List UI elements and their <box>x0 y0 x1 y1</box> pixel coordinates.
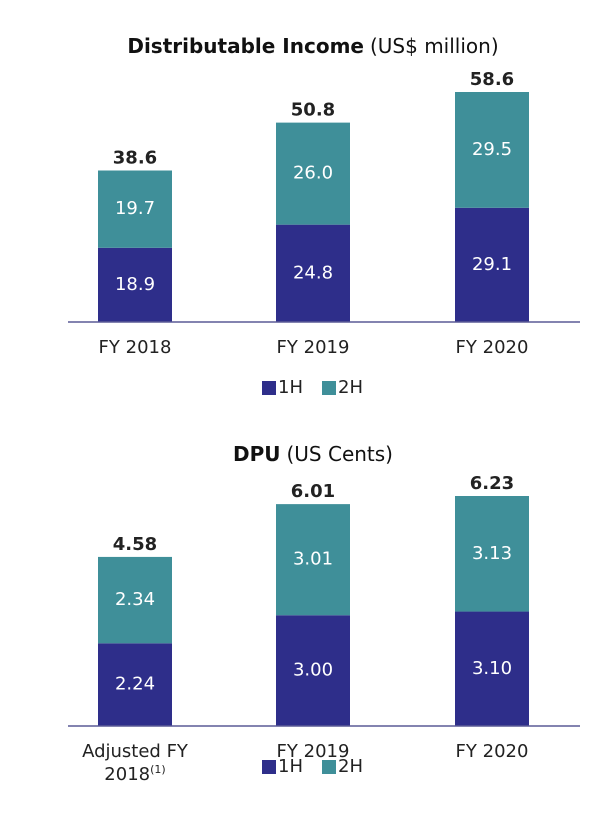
legend-label: 1H <box>278 756 303 777</box>
x-tick-label: FY 2020 <box>437 740 547 763</box>
value-label: 2.34 <box>115 589 155 610</box>
bar-segment <box>455 496 529 612</box>
value-label: 19.7 <box>115 198 155 219</box>
bar-segment <box>98 247 172 322</box>
legend-swatch <box>322 381 336 395</box>
value-label: 3.01 <box>293 549 333 570</box>
value-label: 29.5 <box>472 139 512 160</box>
value-label: 3.13 <box>472 543 512 564</box>
bar-segment <box>98 170 172 248</box>
title-main: Distributable Income <box>127 34 364 58</box>
total-label: 50.8 <box>291 100 335 121</box>
legend-swatch <box>262 381 276 395</box>
total-label: 6.23 <box>470 473 514 494</box>
x-tick-label: FY 2020 <box>437 336 547 359</box>
total-label: 4.58 <box>113 534 157 555</box>
value-label: 24.8 <box>293 262 333 283</box>
value-label: 26.0 <box>293 163 333 184</box>
title-units: (US$ million) <box>370 34 499 58</box>
legend-label: 2H <box>338 377 363 398</box>
category-text: FY 2018 <box>98 337 172 358</box>
value-label: 18.9 <box>115 274 155 295</box>
value-label: 29.1 <box>472 254 512 275</box>
legend-swatch <box>322 760 336 774</box>
category-text: FY 2020 <box>455 741 529 762</box>
value-label: 2.24 <box>115 674 155 695</box>
total-label: 38.6 <box>113 147 157 168</box>
bar-segment <box>455 611 529 726</box>
category-text: FY 2019 <box>276 741 350 762</box>
total-label: 58.6 <box>470 69 514 90</box>
title-main: DPU <box>233 442 281 466</box>
bar-segment <box>276 122 350 225</box>
bar-segment <box>276 615 350 726</box>
total-label: 6.01 <box>291 481 335 502</box>
value-label: 3.10 <box>472 658 512 679</box>
chart-title: Distributable Income (US$ million) <box>127 34 498 58</box>
footnote-mark: (1) <box>150 763 166 776</box>
bar-segment <box>455 92 529 208</box>
x-tick-label: FY 2019 <box>258 336 368 359</box>
legend-label: 2H <box>338 756 363 777</box>
bar-segment <box>98 643 172 726</box>
x-tick-label: FY 2018 <box>80 336 190 359</box>
legend-label: 1H <box>278 377 303 398</box>
bar-segment <box>276 504 350 616</box>
x-tick-label: Adjusted FY 2018(1) <box>80 740 190 786</box>
bar-segment <box>455 207 529 322</box>
bar-segment <box>276 224 350 322</box>
category-text: FY 2020 <box>455 337 529 358</box>
title-units: (US Cents) <box>286 442 393 466</box>
value-label: 3.00 <box>293 660 333 681</box>
x-tick-label: FY 2019 <box>258 740 368 763</box>
category-text: Adjusted FY 2018 <box>82 741 188 785</box>
category-text: FY 2019 <box>276 337 350 358</box>
chart-title: DPU (US Cents) <box>233 442 393 466</box>
legend-swatch <box>262 760 276 774</box>
bar-segment <box>98 556 172 644</box>
